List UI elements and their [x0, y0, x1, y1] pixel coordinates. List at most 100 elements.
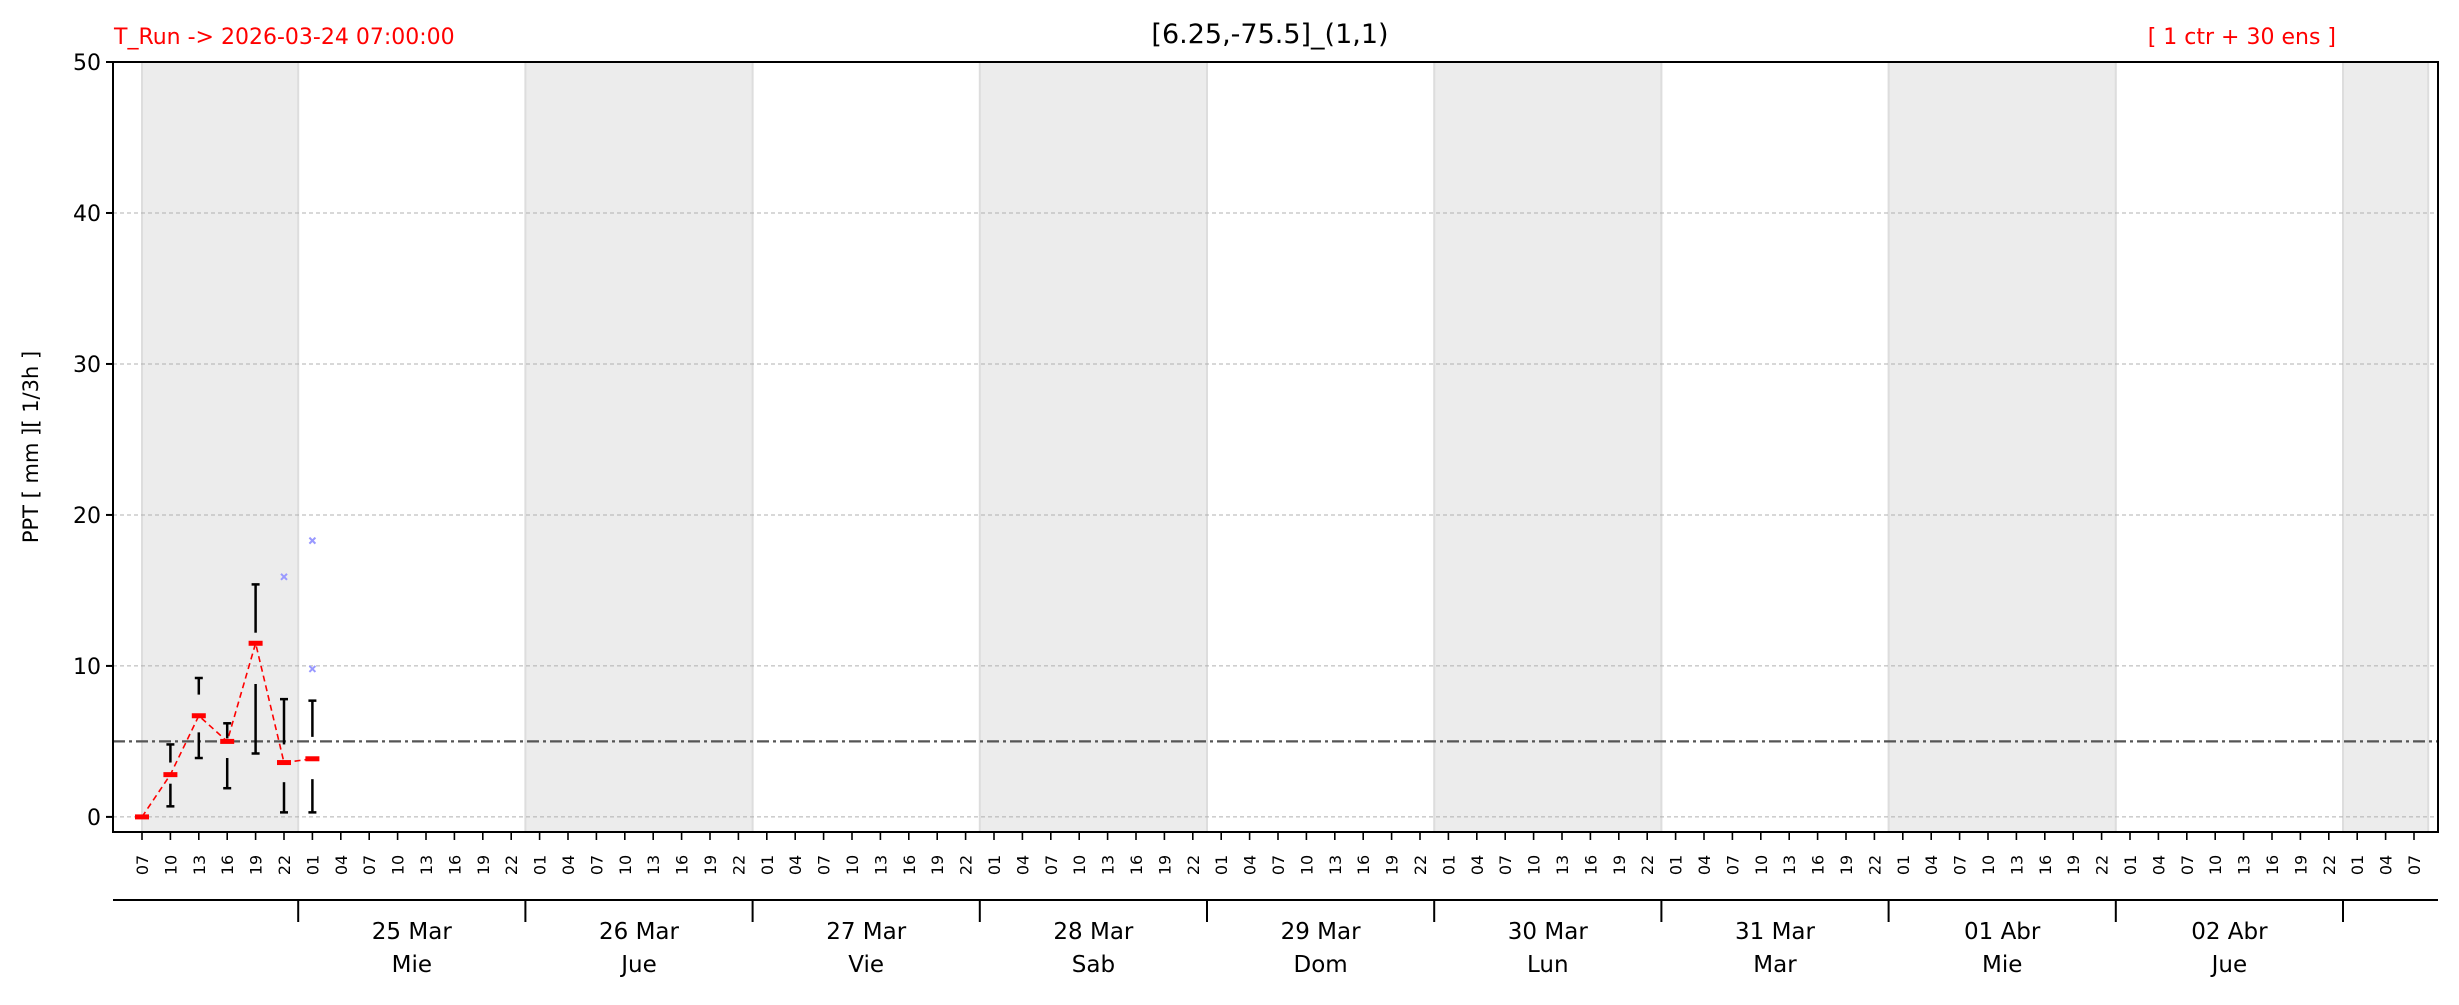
- day-date-label: 26 Mar: [599, 919, 680, 945]
- day-date-label: 28 Mar: [1053, 919, 1134, 945]
- x-tick-label: 22: [1411, 855, 1430, 875]
- y-tick-label: 10: [73, 655, 101, 680]
- y-tick-label: 40: [73, 202, 101, 227]
- x-tick-label: 19: [2291, 855, 2310, 875]
- y-tick-label: 20: [73, 504, 101, 529]
- x-tick-label: 04: [2377, 855, 2396, 875]
- day-axis: 25 Mar Mie 26 Mar Jue 27 Mar Vie 28 Mar Sab 29 M…: [113, 899, 2438, 978]
- x-tick-label: 01: [758, 855, 777, 875]
- x-tick-label: 04: [559, 855, 578, 875]
- x-tick-label: 13: [871, 855, 890, 875]
- x-tick-label: 13: [417, 855, 436, 875]
- x-tick-label: 13: [1780, 855, 1799, 875]
- day-date-label: 25 Mar: [372, 919, 453, 945]
- day-shade-band: [524, 61, 754, 833]
- x-tick-label: 13: [644, 855, 663, 875]
- day-date-label: 27 Mar: [826, 919, 907, 945]
- x-tick-label: 13: [1326, 855, 1345, 875]
- x-tick-label: 19: [474, 855, 493, 875]
- x-tick-label: 22: [275, 855, 294, 875]
- x-tick-label: 16: [2263, 855, 2282, 875]
- median-marker: [163, 772, 178, 778]
- day-shade-band: [978, 61, 1208, 833]
- median-marker: [191, 713, 206, 719]
- x-tick-label: 16: [445, 855, 464, 875]
- x-tick-label: 19: [1155, 855, 1174, 875]
- x-tick-label: 01: [303, 855, 322, 875]
- y-tick-label: 0: [87, 806, 101, 831]
- day-shade-band: [1433, 61, 1663, 833]
- x-tick-label: 16: [1354, 855, 1373, 875]
- x-tick-label: 19: [1837, 855, 1856, 875]
- x-tick-label: 16: [1581, 855, 1600, 875]
- x-tick-label: 04: [332, 855, 351, 875]
- x-tick-label: 07: [1042, 855, 1061, 875]
- x-tick-label: 10: [843, 855, 862, 875]
- x-tick-label: 01: [2121, 855, 2140, 875]
- x-tick-label: 04: [1013, 855, 1032, 875]
- x-tick-label: 01: [531, 855, 550, 875]
- x-tick-label: 16: [2036, 855, 2055, 875]
- chart-title: [6.25,-75.5]_(1,1): [1151, 19, 1388, 50]
- x-tick-label: 10: [161, 855, 180, 875]
- day-date-label: 30 Mar: [1508, 919, 1589, 945]
- x-tick-label: 10: [616, 855, 635, 875]
- x-tick-label: 04: [2149, 855, 2168, 875]
- day-weekday-label: Mie: [392, 952, 432, 978]
- day-date-label: 31 Mar: [1735, 919, 1816, 945]
- x-tick-label: 07: [2178, 855, 2197, 875]
- y-tick-label: 50: [73, 51, 101, 76]
- x-tick-label: 07: [1723, 855, 1742, 875]
- x-tick-label: 07: [133, 855, 152, 875]
- grid-lines: [113, 212, 2438, 818]
- x-tick-label: 22: [957, 855, 976, 875]
- x-tick-label: 04: [1695, 855, 1714, 875]
- day-weekday-label: Jue: [619, 952, 657, 978]
- outlier-marker: [308, 665, 317, 673]
- x-tick-label: 01: [1894, 855, 1913, 875]
- outlier-marker: [280, 573, 288, 581]
- x-tick-label: 22: [2320, 855, 2339, 875]
- x-tick-label: 22: [729, 855, 748, 875]
- x-tick-label: 07: [587, 855, 606, 875]
- day-weekday-label: Lun: [1527, 952, 1569, 978]
- x-tick-label: 13: [2235, 855, 2254, 875]
- x-tick-label: 01: [1439, 855, 1458, 875]
- day-weekday-label: Mar: [1753, 952, 1797, 978]
- x-tick-label: 01: [1667, 855, 1686, 875]
- x-tick-label: 13: [1553, 855, 1572, 875]
- x-tick-label: 04: [1922, 855, 1941, 875]
- day-shade-band: [2342, 61, 2430, 833]
- day-weekday-label: Mie: [1982, 952, 2022, 978]
- x-tick-label: 19: [701, 855, 720, 875]
- day-date-label: 29 Mar: [1281, 919, 1362, 945]
- x-tick-label: 22: [1184, 855, 1203, 875]
- data-marks: [135, 536, 320, 820]
- day-date-label: 01 Abr: [1964, 919, 2041, 945]
- x-tick-label: 01: [2348, 855, 2367, 875]
- ensemble-label: [ 1 ctr + 30 ens ]: [2148, 25, 2336, 50]
- x-tick-label: 10: [1525, 855, 1544, 875]
- x-tick-label: 07: [1496, 855, 1515, 875]
- day-shade-band: [1887, 61, 2117, 833]
- x-tick-label: 10: [1297, 855, 1316, 875]
- day-weekday-label: Jue: [2210, 952, 2248, 978]
- x-tick-label: 22: [1638, 855, 1657, 875]
- day-date-label: 02 Abr: [2191, 919, 2268, 945]
- median-marker: [135, 814, 149, 820]
- x-tick-label: 22: [1865, 855, 1884, 875]
- day-shading: [141, 61, 2430, 833]
- median-marker: [248, 640, 263, 646]
- y-tick-label: 30: [73, 353, 101, 378]
- median-marker: [305, 756, 320, 762]
- x-tick-label: 16: [673, 855, 692, 875]
- x-tick-label: 04: [1468, 855, 1487, 875]
- run-time-label: T_Run -> 2026-03-24 07:00:00: [113, 25, 455, 50]
- x-tick-label: 10: [1752, 855, 1771, 875]
- day-weekday-label: Dom: [1294, 952, 1348, 978]
- outlier-marker: [308, 536, 317, 545]
- x-tick-label: 22: [502, 855, 521, 875]
- x-tick-label: 13: [190, 855, 209, 875]
- day-weekday-label: Vie: [848, 952, 884, 978]
